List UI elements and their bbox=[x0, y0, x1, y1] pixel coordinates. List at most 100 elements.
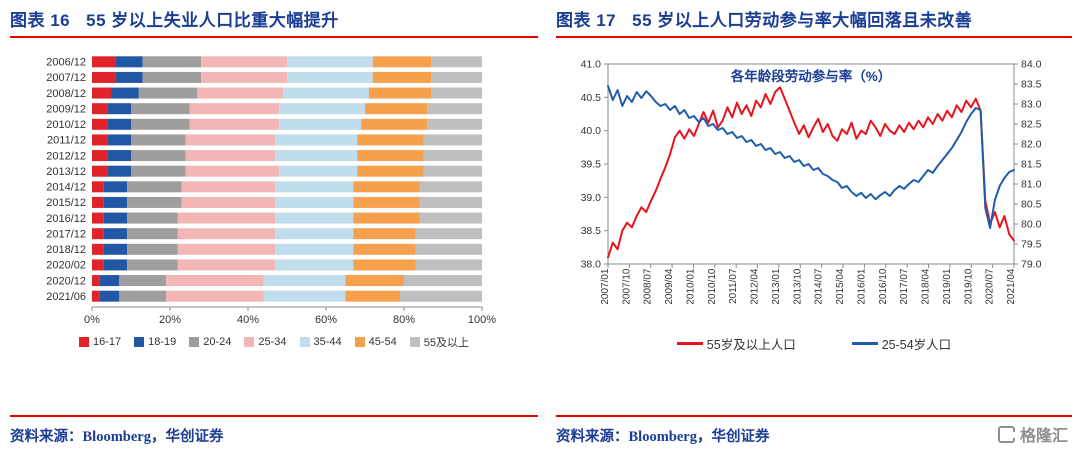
bar-segment bbox=[287, 56, 373, 68]
data-line-left bbox=[607, 86, 1015, 259]
right-axis-tick-label: 83.0 bbox=[1021, 99, 1042, 111]
bar-segment bbox=[103, 243, 128, 255]
bar-category-label: 2010/12 bbox=[46, 119, 86, 131]
bar-segment bbox=[361, 118, 428, 130]
figure-16-label: 图表 16 bbox=[10, 11, 71, 30]
x-axis-tick-label: 2014/07 bbox=[814, 268, 825, 305]
bar-segment bbox=[92, 243, 104, 255]
bar-segment bbox=[353, 212, 420, 224]
bar-segment bbox=[166, 290, 264, 302]
bar-segment bbox=[107, 134, 131, 146]
x-axis-tick-label: 0% bbox=[84, 314, 100, 326]
x-axis-tick-label: 2010/10 bbox=[707, 268, 718, 305]
bar-segment bbox=[201, 56, 287, 68]
bar-segment bbox=[201, 71, 287, 83]
bar-segment bbox=[423, 134, 482, 146]
bar-segment bbox=[275, 150, 358, 162]
right-axis-tick-label: 79.0 bbox=[1021, 259, 1042, 271]
legend-line-marker bbox=[851, 342, 878, 345]
bar-segment bbox=[181, 181, 276, 193]
bar-segment bbox=[345, 290, 401, 302]
legend-label: 55及以上 bbox=[423, 337, 470, 349]
bar-segment bbox=[127, 243, 178, 255]
bar-category-label: 2007/12 bbox=[46, 72, 86, 84]
legend-color-swatch bbox=[244, 337, 255, 347]
bar-segment bbox=[287, 71, 373, 83]
legend-color-swatch bbox=[409, 337, 420, 347]
bar-segment bbox=[275, 243, 354, 255]
bar-segment bbox=[423, 150, 482, 162]
left-axis-tick-label: 41.0 bbox=[581, 59, 602, 71]
bar-segment bbox=[283, 87, 369, 99]
bar-segment bbox=[419, 196, 482, 208]
bar-segment bbox=[92, 228, 104, 240]
figure-16-legend: 16-17 18-19 20-24 25-34 35-44 45-54 55及以上 bbox=[10, 334, 538, 350]
legend-label: 55岁及以上人口 bbox=[706, 338, 796, 352]
left-axis-tick-label: 38.0 bbox=[581, 259, 602, 271]
x-axis-tick-label: 2011/07 bbox=[728, 268, 739, 304]
bar-segment bbox=[92, 275, 100, 287]
legend-item: 45-54 bbox=[354, 336, 397, 348]
bar-segment bbox=[345, 275, 404, 287]
bar-segment bbox=[185, 134, 276, 146]
bar-segment bbox=[115, 71, 143, 83]
bar-segment bbox=[181, 196, 276, 208]
bar-segment bbox=[107, 165, 131, 177]
right-axis-tick-label: 84.0 bbox=[1021, 59, 1042, 71]
bar-segment bbox=[431, 56, 482, 68]
bar-segment bbox=[92, 165, 108, 177]
figure-16-source: 资料来源：Bloomberg，华创证券 bbox=[10, 429, 224, 445]
x-axis-tick-label: 2007/10 bbox=[621, 268, 632, 305]
bar-category-label: 2020/02 bbox=[46, 260, 86, 272]
bar-segment bbox=[103, 259, 128, 271]
bar-segment bbox=[131, 118, 190, 130]
bar-segment bbox=[263, 290, 346, 302]
bar-category-label: 2013/12 bbox=[46, 166, 86, 178]
x-axis-tick-label: 2013/10 bbox=[792, 268, 803, 305]
bar-segment bbox=[353, 196, 420, 208]
bar-segment bbox=[353, 228, 416, 240]
figure-17-header: 图表 17 55 岁以上人口劳动参与率大幅回落且未改善 bbox=[556, 6, 1072, 31]
figure-17-title: 55 岁以上人口劳动参与率大幅回落且未改善 bbox=[632, 11, 973, 30]
bar-segment bbox=[103, 196, 128, 208]
x-axis-tick-label: 20% bbox=[159, 314, 181, 326]
bar-category-label: 2012/12 bbox=[46, 150, 86, 162]
bar-segment bbox=[177, 243, 276, 255]
legend-item: 55及以上 bbox=[409, 334, 470, 350]
figure-16-header-rule bbox=[10, 36, 538, 38]
right-axis-tick-label: 83.5 bbox=[1021, 79, 1042, 91]
bar-segment bbox=[275, 181, 354, 193]
bar-segment bbox=[99, 275, 120, 287]
left-axis-tick-label: 40.5 bbox=[581, 92, 602, 104]
legend-item: 20-24 bbox=[189, 336, 231, 348]
bar-segment bbox=[142, 71, 202, 83]
bar-category-label: 2016/12 bbox=[46, 213, 86, 225]
bar-segment bbox=[415, 228, 482, 240]
right-axis-tick-label: 82.5 bbox=[1021, 119, 1042, 131]
legend-label: 35-44 bbox=[313, 336, 342, 348]
left-axis-tick-label: 40.0 bbox=[581, 125, 602, 137]
x-axis-tick-label: 2009/04 bbox=[664, 268, 675, 305]
bar-segment bbox=[127, 228, 178, 240]
bar-segment bbox=[92, 290, 100, 302]
legend-item: 16-17 bbox=[78, 336, 121, 348]
legend-item: 35-44 bbox=[299, 336, 342, 348]
left-axis-tick-label: 39.5 bbox=[581, 159, 602, 171]
right-axis-tick-label: 79.5 bbox=[1021, 239, 1042, 251]
bar-segment bbox=[357, 165, 424, 177]
bar-segment bbox=[111, 87, 139, 99]
bar-segment bbox=[177, 259, 276, 271]
bar-segment bbox=[279, 103, 365, 115]
figure-17-source: 资料来源：Bloomberg，华创证券 bbox=[556, 429, 770, 445]
x-axis-tick-label: 60% bbox=[315, 314, 337, 326]
bar-category-label: 2021/06 bbox=[46, 291, 86, 303]
gelonghui-logo: 格隆汇 bbox=[997, 422, 1068, 446]
bar-segment bbox=[127, 181, 182, 193]
bar-segment bbox=[189, 118, 280, 130]
gelonghui-logo-icon bbox=[997, 425, 1016, 443]
x-axis-tick-label: 100% bbox=[468, 314, 496, 326]
bar-segment bbox=[415, 259, 482, 271]
legend-item: 55岁及以上人口 bbox=[676, 334, 796, 353]
x-axis-tick-label: 2020/07 bbox=[985, 268, 996, 305]
bar-segment bbox=[127, 259, 178, 271]
